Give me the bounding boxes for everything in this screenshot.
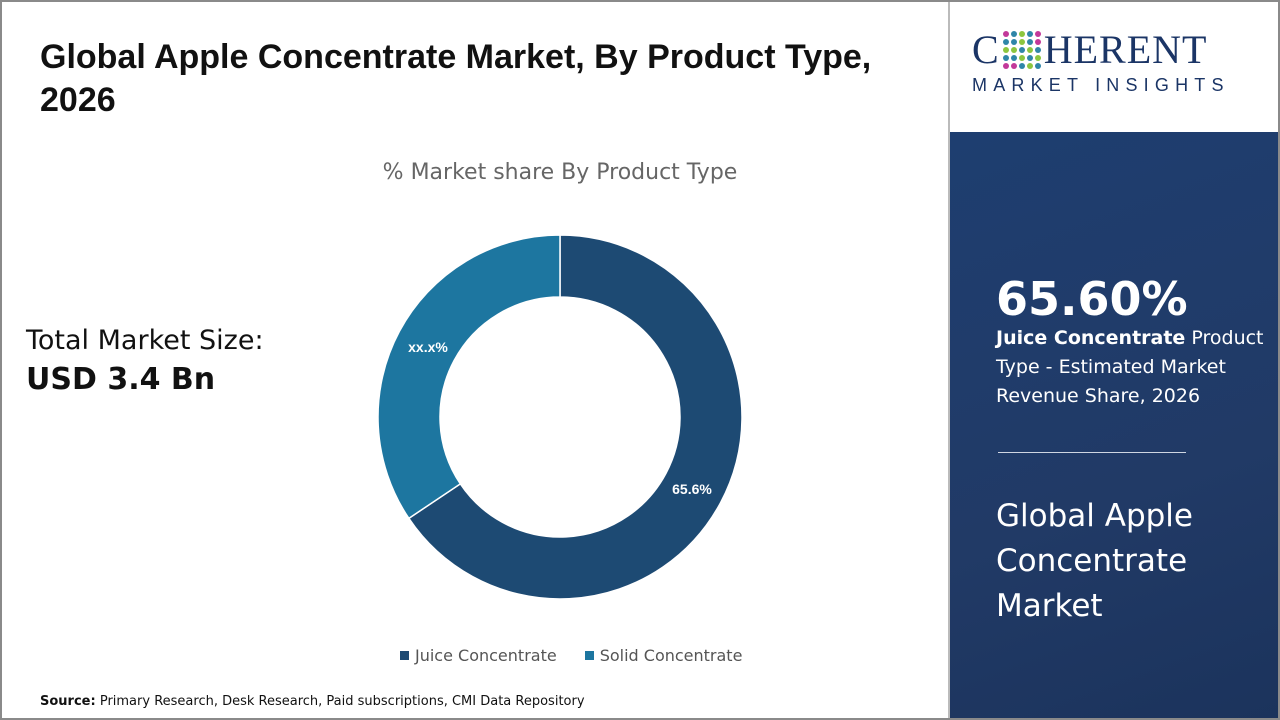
legend-label: Juice Concentrate xyxy=(415,646,557,665)
side-panel: C HERENT MARKET INSIGHTS 65.60% Juice Con… xyxy=(948,0,1280,720)
highlight-segment: Juice Concentrate xyxy=(996,327,1186,349)
market-name: Global Apple Concentrate Market xyxy=(996,498,1193,624)
chart-title: % Market share By Product Type xyxy=(382,160,738,185)
source-label: Source: xyxy=(40,694,96,709)
slice-juice-concentrate xyxy=(407,234,743,600)
donut-chart: 65.6% xx.x% xyxy=(377,234,743,600)
legend-swatch xyxy=(584,651,594,660)
highlight-description: Juice Concentrate Product Type - Estimat… xyxy=(996,324,1266,411)
highlight-percent: 65.60% xyxy=(996,272,1188,326)
legend-item-solid: Solid Concentrate xyxy=(584,646,743,665)
total-market-size-label: Total Market Size: xyxy=(26,325,264,356)
legend-swatch xyxy=(400,651,409,660)
legend-item-juice: Juice Concentrate xyxy=(400,646,557,665)
highlight-desc-text: Product Type - Estimated Market Revenue … xyxy=(996,327,1264,407)
coherent-logo: C HERENT MARKET INSIGHTS xyxy=(972,27,1230,95)
slice-solid-concentrate xyxy=(377,234,561,520)
globe-icon xyxy=(1002,31,1041,69)
divider xyxy=(998,452,1186,453)
source-note: Source: Primary Research, Desk Research,… xyxy=(40,694,585,709)
source-text: Primary Research, Desk Research, Paid su… xyxy=(99,694,585,709)
data-label-solid: xx.x% xyxy=(408,339,448,355)
chart-legend: Juice Concentrate Solid Concentrate xyxy=(400,646,742,665)
page-title: Global Apple Concentrate Market, By Prod… xyxy=(40,38,872,119)
highlight-box: 65.60% Juice Concentrate Product Type - … xyxy=(950,132,1280,720)
data-label-juice: 65.6% xyxy=(672,481,712,497)
legend-label: Solid Concentrate xyxy=(599,646,743,665)
total-market-size-value: USD 3.4 Bn xyxy=(26,362,216,397)
